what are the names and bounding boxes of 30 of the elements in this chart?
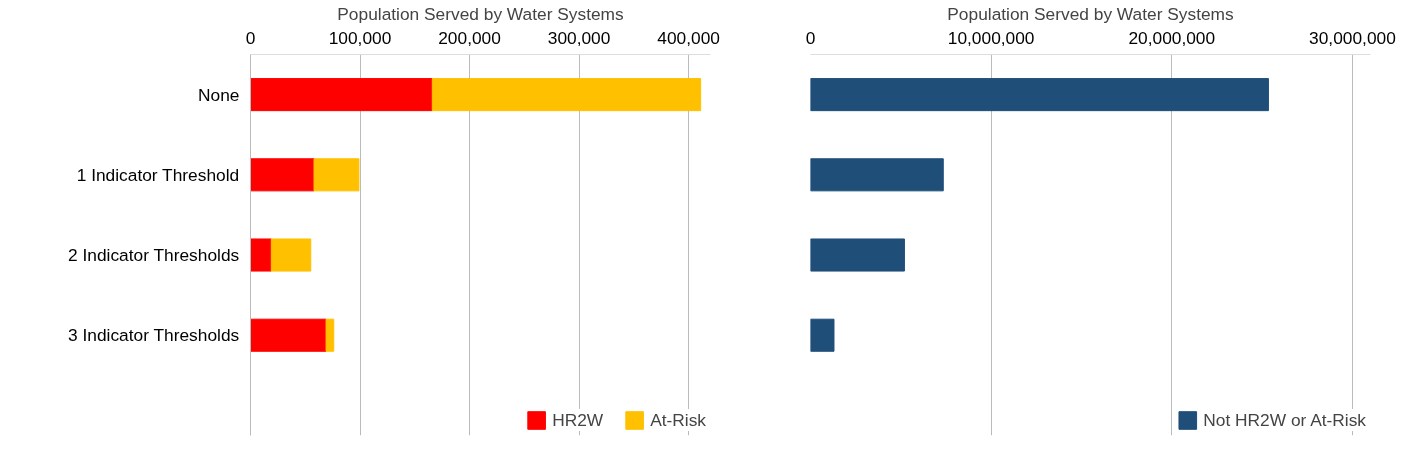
bar (431, 78, 702, 112)
y-tick-label: 3 Indicator Thresholds (68, 325, 240, 346)
y-tick-label: 2 Indicator Thresholds (68, 245, 240, 266)
legend-label: HR2W (552, 409, 604, 431)
x-tick-label: 400,000 (657, 27, 720, 48)
x-tick-label: 30,000,000 (1309, 27, 1396, 48)
x-tick-label: 100,000 (328, 27, 392, 48)
x-axis-title: Population Served by Water Systems (337, 3, 625, 24)
legend-label: Not HR2W or At-Risk (1203, 409, 1366, 431)
x-axis-title: Population Served by Water Systems (947, 3, 1235, 24)
bar (325, 318, 335, 352)
x-tick-label: 0 (805, 27, 816, 48)
y-tick-label: 1 Indicator Threshold (76, 164, 240, 185)
bar (810, 78, 1269, 112)
bar (250, 318, 327, 352)
y-tick-label: None (198, 84, 240, 105)
bar (810, 158, 944, 192)
x-tick-label: 20,000,000 (1128, 27, 1216, 48)
bar (250, 158, 315, 192)
x-tick-label: 0 (245, 27, 256, 48)
bar (250, 238, 272, 272)
legend-label: At-Risk (650, 409, 706, 431)
x-tick-label: 10,000,000 (947, 27, 1035, 48)
bar (313, 158, 360, 192)
bar (270, 238, 312, 272)
bar (810, 238, 905, 272)
bar (810, 318, 835, 352)
x-tick-label: 200,000 (438, 27, 501, 48)
x-tick-label: 300,000 (547, 27, 611, 48)
bar (250, 78, 433, 112)
